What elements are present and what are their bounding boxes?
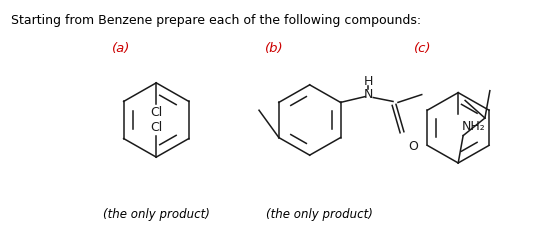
Text: (the only product): (the only product)	[103, 208, 209, 221]
Text: O: O	[408, 140, 418, 152]
Text: (the only product): (the only product)	[266, 208, 373, 221]
Text: NH₂: NH₂	[462, 120, 486, 133]
Text: N: N	[364, 88, 373, 101]
Text: (b): (b)	[265, 42, 284, 55]
Text: (a): (a)	[112, 42, 130, 55]
Text: Cl: Cl	[150, 121, 162, 134]
Text: Starting from Benzene prepare each of the following compounds:: Starting from Benzene prepare each of th…	[11, 15, 421, 27]
Text: Cl: Cl	[150, 106, 162, 119]
Text: H: H	[364, 75, 373, 88]
Text: (c): (c)	[414, 42, 431, 55]
